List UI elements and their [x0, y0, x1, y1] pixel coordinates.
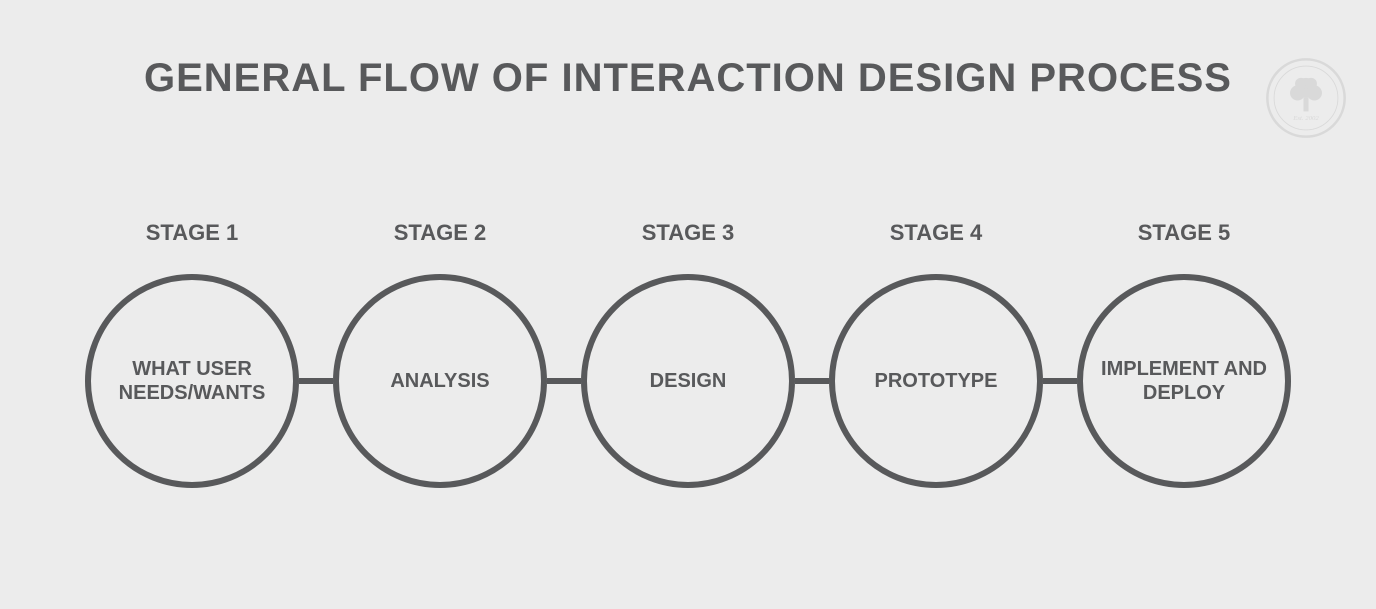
- stage-node: WHAT USER NEEDS/WANTS: [85, 274, 299, 488]
- connector: [299, 378, 333, 384]
- stage-4: STAGE 4 PROTOTYPE: [829, 220, 1043, 488]
- tree-icon: Est. 2002: [1264, 56, 1348, 140]
- brand-logo: Est. 2002: [1264, 56, 1348, 140]
- stage-label: STAGE 3: [642, 220, 735, 246]
- stage-label: STAGE 2: [394, 220, 487, 246]
- stage-label: STAGE 5: [1138, 220, 1231, 246]
- stage-node: DESIGN: [581, 274, 795, 488]
- diagram-canvas: GENERAL FLOW OF INTERACTION DESIGN PROCE…: [0, 0, 1376, 609]
- connector: [547, 378, 581, 384]
- stage-5: STAGE 5 IMPLEMENT AND DEPLOY: [1077, 220, 1291, 488]
- stage-node: IMPLEMENT AND DEPLOY: [1077, 274, 1291, 488]
- stage-label: STAGE 4: [890, 220, 983, 246]
- connector: [795, 378, 829, 384]
- stage-2: STAGE 2 ANALYSIS: [333, 220, 547, 488]
- stage-label: STAGE 1: [146, 220, 239, 246]
- stage-node: PROTOTYPE: [829, 274, 1043, 488]
- stage-node: ANALYSIS: [333, 274, 547, 488]
- stage-3: STAGE 3 DESIGN: [581, 220, 795, 488]
- stage-1: STAGE 1 WHAT USER NEEDS/WANTS: [85, 220, 299, 488]
- diagram-title: GENERAL FLOW OF INTERACTION DESIGN PROCE…: [0, 56, 1376, 101]
- svg-text:Est. 2002: Est. 2002: [1292, 115, 1319, 122]
- stages-row: STAGE 1 WHAT USER NEEDS/WANTS STAGE 2 ANALY…: [72, 220, 1304, 488]
- connector: [1043, 378, 1077, 384]
